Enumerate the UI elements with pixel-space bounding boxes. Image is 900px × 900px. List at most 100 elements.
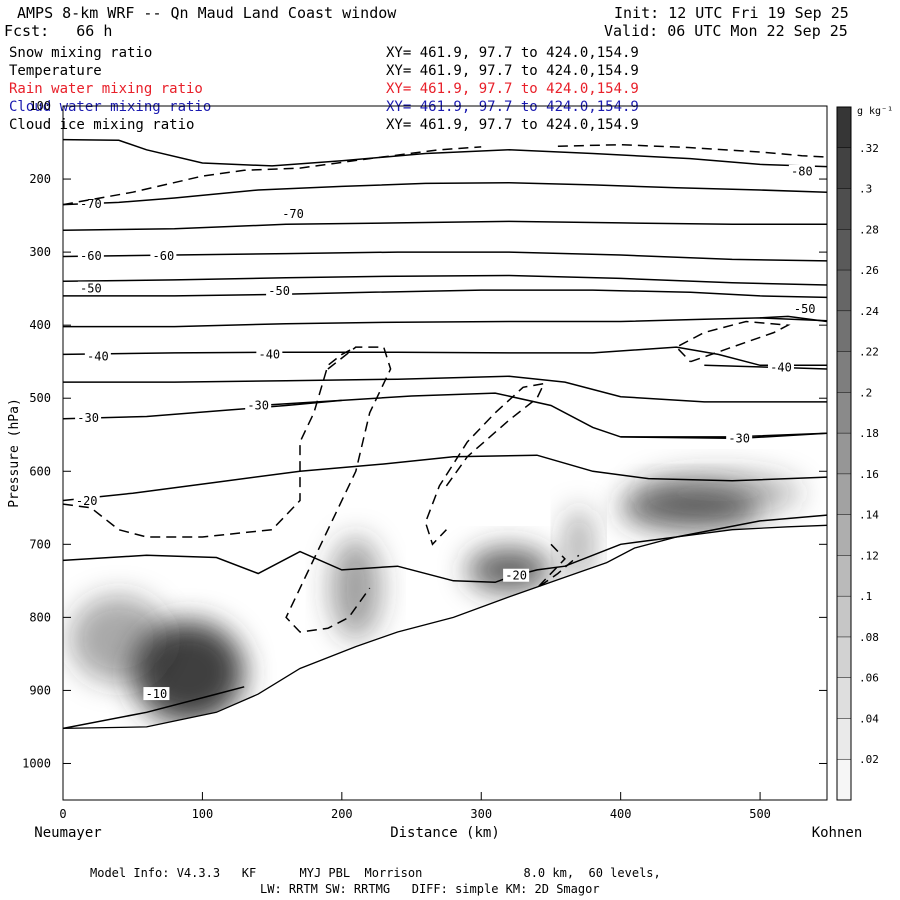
isotherm-label-bg <box>503 568 530 582</box>
colorbar-segment <box>837 351 851 393</box>
isotherm-label: -40 <box>258 347 280 361</box>
colorbar-tick-label: .32 <box>859 142 879 155</box>
x-tick-label: 400 <box>610 807 632 821</box>
colorbar-segment <box>837 718 851 760</box>
colorbar-tick-label: .08 <box>859 631 879 644</box>
cloud-ice-contour <box>63 346 357 538</box>
variable-name: Snow mixing ratio <box>9 45 153 61</box>
colorbar-segment <box>837 514 851 556</box>
isotherm-label-bg <box>84 349 111 363</box>
variable-name: Cloud water mixing ratio <box>9 99 212 115</box>
isotherm-label-bg <box>143 687 170 701</box>
isotherm-label-bg <box>256 347 283 361</box>
variable-xy-range: XY= 461.9, 97.7 to 424.0,154.9 <box>386 81 639 97</box>
colorbar-segment <box>837 188 851 230</box>
temperature-isotherm <box>63 317 827 328</box>
chart-title: AMPS 8-km WRF -- Qn Maud Land Coast wind… <box>17 4 397 22</box>
temperature-isotherm <box>63 454 827 502</box>
isotherm-label: -20 <box>76 494 98 508</box>
x-tick-label: 500 <box>749 807 771 821</box>
colorbar-tick-label: .1 <box>859 590 872 603</box>
variable-xy-range: XY= 461.9, 97.7 to 424.0,154.9 <box>386 63 639 79</box>
variable-name: Cloud ice mixing ratio <box>9 117 195 133</box>
isotherm-label: -60 <box>80 249 102 263</box>
terrain-surface-line <box>63 524 827 730</box>
temperature-isotherm <box>63 289 827 299</box>
temperature-isotherm <box>63 274 827 286</box>
shading-group <box>63 138 827 800</box>
isotherm-label-bg <box>788 164 815 178</box>
colorbar-tick-label: .24 <box>859 305 879 318</box>
colorbar-tick-label: .22 <box>859 346 879 359</box>
model-physics: LW: RRTM SW: RRTMG DIFF: simple KM: 2D S… <box>260 882 600 896</box>
temperature-isotherm <box>63 181 827 206</box>
variable-xy-range: XY= 461.9, 97.7 to 424.0,154.9 <box>386 99 639 115</box>
valid-time: Valid: 06 UTC Mon 22 Sep 25 <box>604 22 848 40</box>
isotherm-label-bg <box>245 398 272 412</box>
terrain-mask <box>63 525 827 800</box>
colorbar-segment <box>837 636 851 678</box>
isotherm-label-bg <box>767 360 794 374</box>
isotherm-label: -50 <box>794 302 816 316</box>
y-tick-label: 300 <box>29 245 51 259</box>
colorbar-frame <box>836 106 852 801</box>
isotherm-label: -60 <box>153 249 175 263</box>
colorbar-segment <box>837 270 851 311</box>
isotherm-label: -70 <box>282 207 304 221</box>
colorbar-segment <box>837 310 851 352</box>
y-tick-label: 200 <box>29 172 51 186</box>
colorbar-tick-label: .2 <box>859 386 872 399</box>
y-tick-label: 400 <box>29 318 51 332</box>
x-tick-label: 0 <box>59 807 66 821</box>
isotherm-label-bg <box>280 207 307 221</box>
temperature-isotherm <box>63 220 827 231</box>
colorbar-tick-label: .3 <box>859 183 872 196</box>
cloud-ice-contour <box>424 382 546 546</box>
temperature-isotherm <box>63 514 827 584</box>
colorbar-tick-label: .04 <box>859 712 879 725</box>
isotherm-label-bg <box>150 248 177 262</box>
isotherm-label: -30 <box>77 411 99 425</box>
x-end-label-right: Kohnen <box>812 825 863 841</box>
x-axis-label: Distance (km) <box>390 825 500 841</box>
x-tick-label: 300 <box>470 807 492 821</box>
temperature-isotherm <box>63 251 827 262</box>
isotherm-label-bg <box>266 283 293 297</box>
snow-shading-blob <box>330 537 381 640</box>
temperature-isotherm <box>63 392 827 438</box>
isotherm-label-bg <box>77 248 104 262</box>
forecast-hour: Fcst: 66 h <box>4 22 113 40</box>
colorbar-segment <box>837 596 851 637</box>
temperature-isotherm <box>760 315 827 323</box>
cloud-ice-contour <box>63 146 482 206</box>
y-tick-label: 500 <box>29 391 51 405</box>
variable-name: Temperature <box>9 63 102 79</box>
colorbar-segment <box>837 107 851 148</box>
colorbar-segment <box>837 555 851 597</box>
colorbar-tick-label: .16 <box>859 468 879 481</box>
isotherm-label: -80 <box>791 165 813 179</box>
isotherm-label: -10 <box>146 687 168 701</box>
isotherm-label-bg <box>77 281 104 295</box>
plot-frame <box>62 105 828 801</box>
colorbar-tick-label: .06 <box>859 672 879 685</box>
temperature-isotherm <box>63 686 245 730</box>
colorbar-tick-label: .14 <box>859 509 879 522</box>
colorbar-segment <box>837 147 851 189</box>
colorbar-tick-label: .28 <box>859 223 879 236</box>
colorbar-segment <box>837 759 851 800</box>
isotherm-label: -40 <box>770 361 792 375</box>
isotherm-label: -40 <box>87 350 109 364</box>
y-axis-label: Pressure (hPa) <box>7 398 22 508</box>
y-tick-label: 1000 <box>22 756 51 770</box>
temperature-isotherm <box>63 138 827 168</box>
temperature-isotherm <box>63 346 827 367</box>
y-tick-label: 800 <box>29 610 51 624</box>
y-tick-label: 100 <box>29 99 51 113</box>
snow-shading-blob <box>634 471 802 516</box>
isotherm-label-bg <box>726 431 753 445</box>
isotherm-label-bg <box>791 302 818 316</box>
isotherm-label-bg <box>73 494 100 508</box>
model-info: Model Info: V4.3.3 KF MYJ PBL Morrison 8… <box>90 866 661 880</box>
snow-shading-blob <box>564 507 593 581</box>
